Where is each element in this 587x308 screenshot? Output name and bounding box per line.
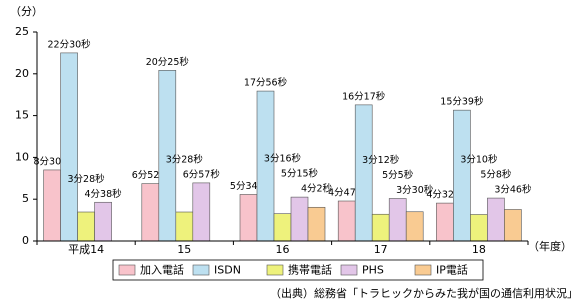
bar bbox=[453, 109, 471, 242]
bar bbox=[175, 211, 194, 242]
bar bbox=[354, 104, 373, 242]
x-axis-label: （年度） bbox=[528, 239, 572, 253]
value-label: 5分5秒 bbox=[382, 169, 414, 181]
value-label: 3分46秒 bbox=[494, 184, 532, 196]
value-label: 5分8秒 bbox=[480, 169, 512, 181]
x-tick-label: 15 bbox=[177, 243, 191, 256]
bar bbox=[141, 183, 160, 242]
bar bbox=[77, 211, 95, 242]
value-label: 3分12秒 bbox=[362, 154, 400, 166]
value-label: 15分39秒 bbox=[440, 96, 484, 108]
value-label: 16分17秒 bbox=[342, 90, 386, 102]
x-tick-label: 16 bbox=[276, 243, 290, 256]
bar bbox=[43, 169, 61, 242]
bar bbox=[436, 202, 454, 242]
bar bbox=[239, 194, 258, 242]
value-label: 3分10秒 bbox=[460, 154, 498, 166]
value-label: 4分38秒 bbox=[85, 188, 123, 200]
bar bbox=[256, 90, 275, 242]
x-tick-label: 17 bbox=[374, 243, 388, 256]
value-label: 3分28秒 bbox=[166, 153, 204, 165]
y-axis-label: （分） bbox=[10, 5, 43, 18]
legend-label: ISDN bbox=[214, 264, 241, 277]
bar bbox=[60, 52, 78, 242]
bar bbox=[192, 182, 211, 242]
value-label: 5分15秒 bbox=[281, 168, 319, 180]
x-tick-label: 平成14 bbox=[68, 243, 104, 256]
legend-swatch bbox=[192, 264, 210, 276]
bar bbox=[470, 214, 488, 242]
bar bbox=[290, 196, 309, 242]
legend-label: IP電話 bbox=[436, 263, 468, 277]
bar bbox=[388, 198, 407, 242]
legend-swatch bbox=[414, 264, 432, 276]
y-tick-label: 15 bbox=[15, 109, 29, 122]
y-tick-label: 20 bbox=[15, 67, 29, 80]
legend-swatch bbox=[266, 264, 284, 276]
bar bbox=[487, 197, 505, 242]
value-label: 22分30秒 bbox=[48, 38, 92, 50]
y-tick-label: 5 bbox=[22, 192, 29, 205]
x-tick-label: 18 bbox=[472, 243, 486, 256]
legend-label: PHS bbox=[362, 264, 384, 277]
bar bbox=[504, 209, 522, 242]
value-label: 3分16秒 bbox=[264, 153, 302, 165]
legend-swatch bbox=[340, 264, 358, 276]
bar bbox=[273, 213, 292, 242]
bar bbox=[94, 201, 112, 242]
source: （出典）総務省「トラヒックからみた我が国の通信利用状況」 bbox=[270, 286, 578, 300]
legend-label: 携帯電話 bbox=[288, 263, 332, 277]
value-label: 6分57秒 bbox=[183, 168, 221, 180]
y-tick-label: 0 bbox=[22, 234, 29, 247]
legend-swatch bbox=[118, 264, 136, 276]
value-label: 3分30秒 bbox=[396, 184, 434, 196]
bar bbox=[307, 206, 326, 242]
value-label: 20分25秒 bbox=[146, 56, 190, 68]
y-tick-label: 10 bbox=[15, 150, 29, 163]
y-tick-label: 25 bbox=[15, 25, 29, 38]
value-label: 4分2秒 bbox=[301, 183, 333, 195]
value-label: 3分28秒 bbox=[68, 173, 106, 185]
bar bbox=[337, 200, 356, 242]
bar bbox=[405, 211, 424, 242]
value-label: 17分56秒 bbox=[244, 77, 288, 89]
bar bbox=[371, 213, 390, 242]
legend-label: 加入電話 bbox=[140, 263, 184, 277]
